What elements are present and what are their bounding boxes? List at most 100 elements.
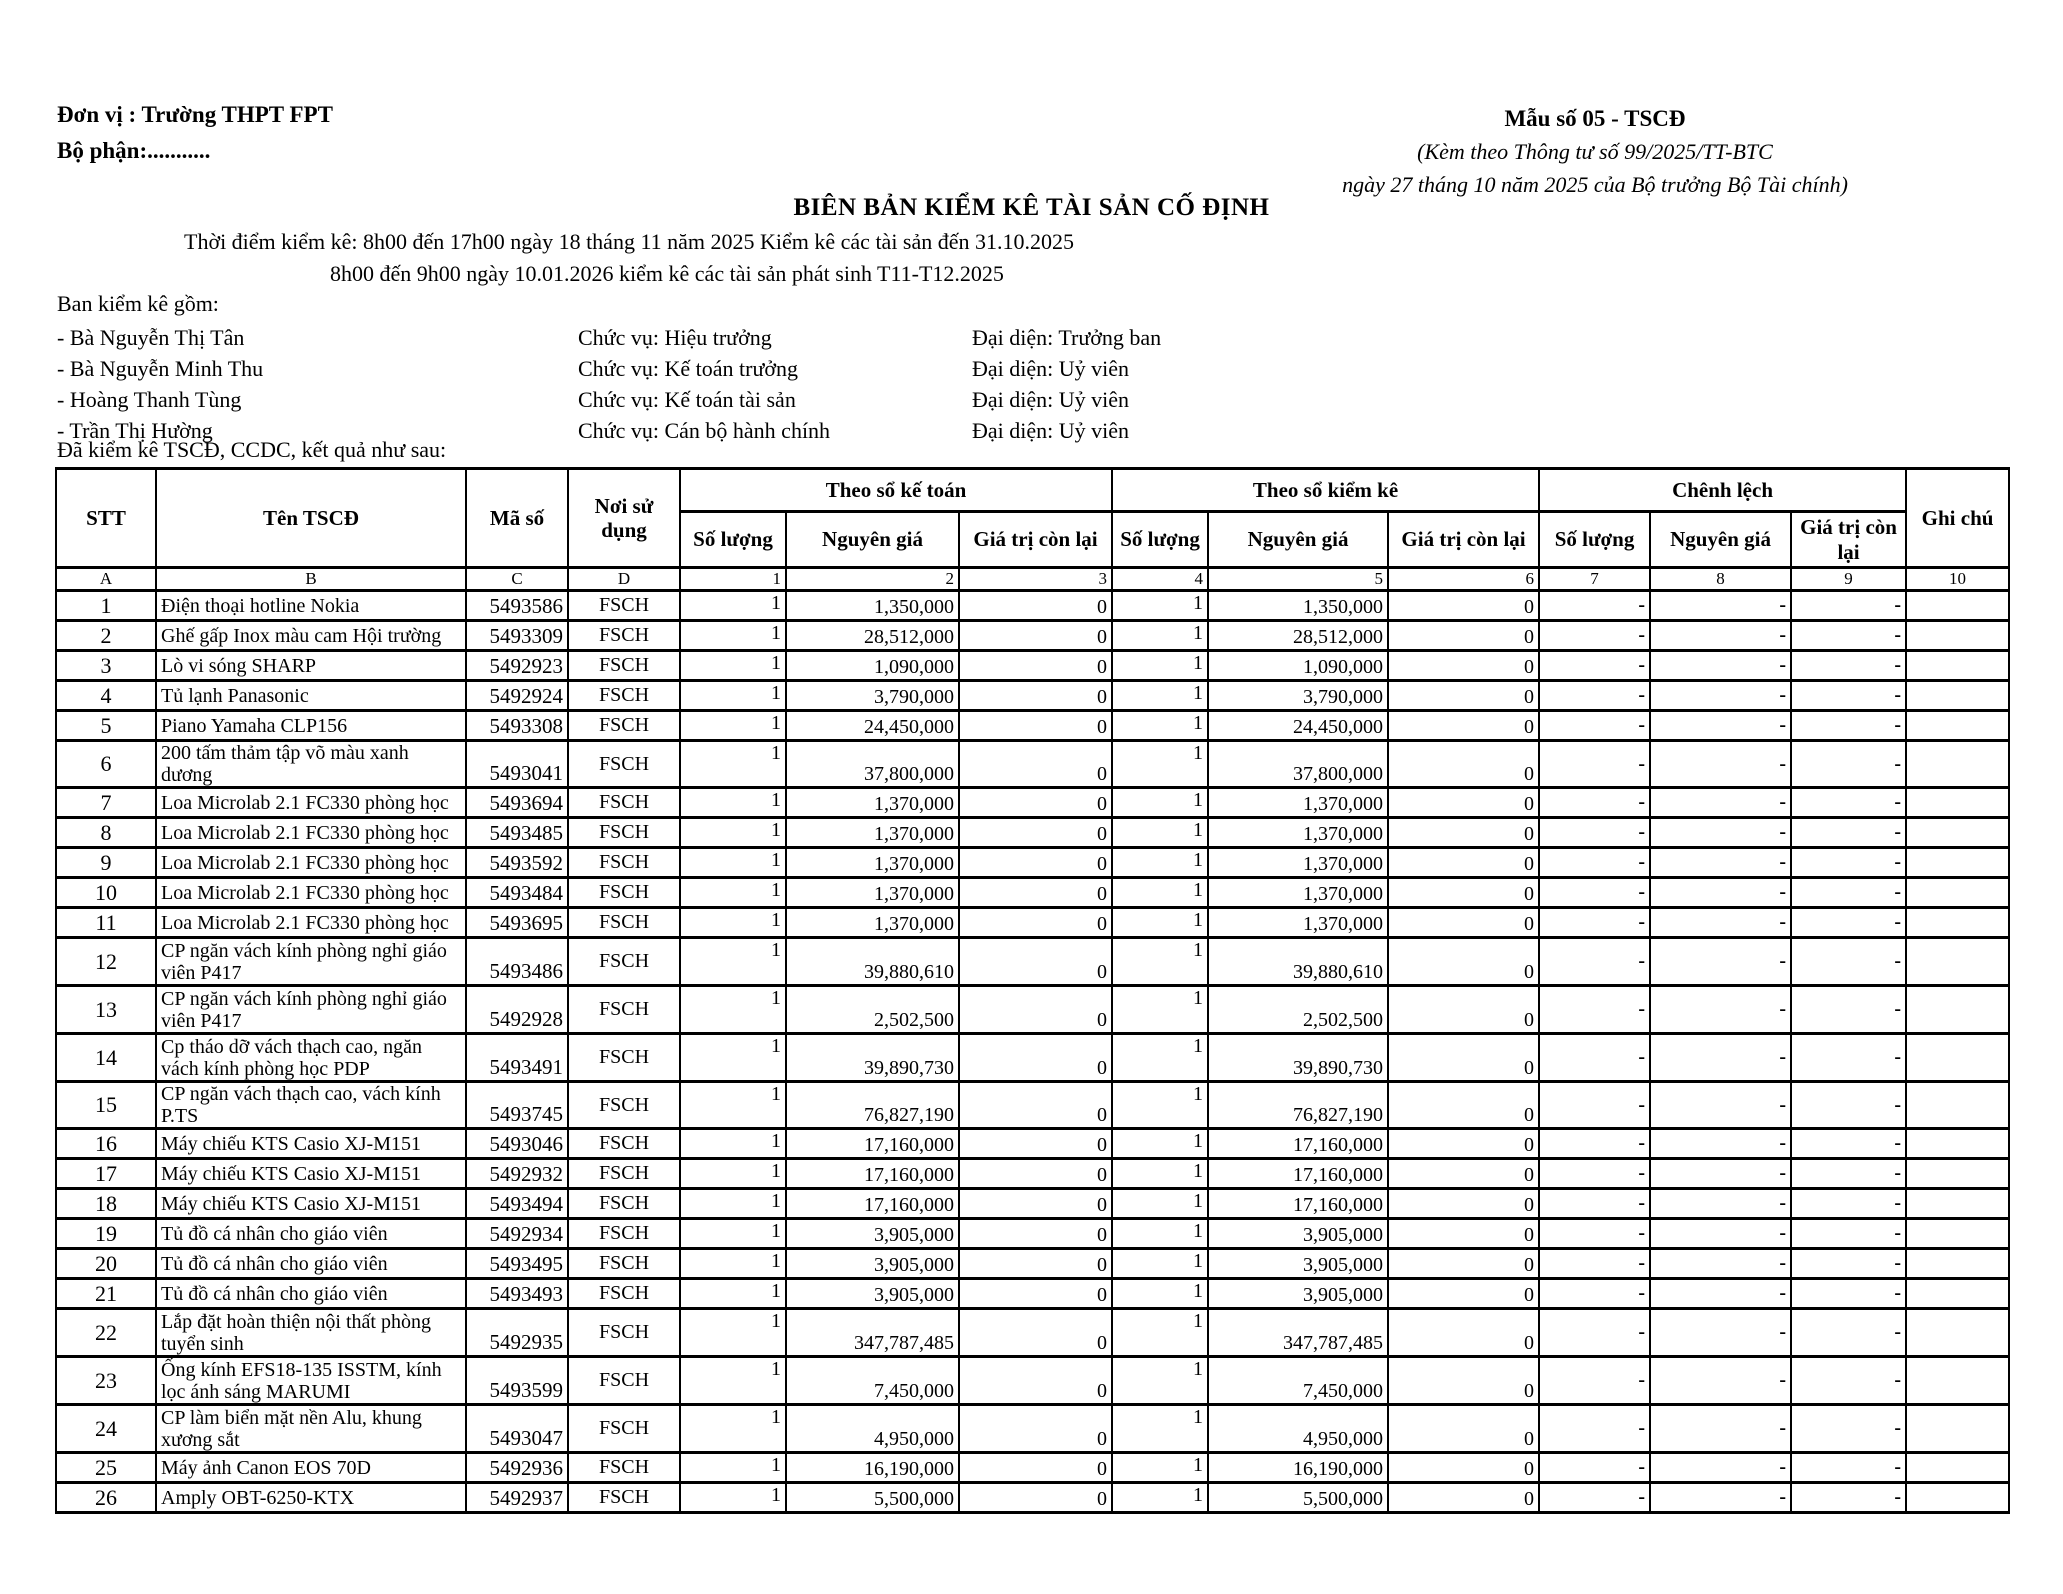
cell-diff-qty: -: [1538, 936, 1652, 987]
cell-acc-residual: 0: [957, 936, 1114, 987]
cell-inv-qty: 1: [1111, 1080, 1210, 1130]
cell-inv-cost: 76,827,190: [1207, 1080, 1390, 1130]
cell-code: 5492924: [465, 679, 569, 712]
cell-diff-cost: -: [1649, 1217, 1793, 1250]
cell-inv-qty: 1: [1111, 786, 1210, 819]
cell-stt: 4: [55, 679, 157, 712]
inventory-time-line2: 8h00 đến 9h00 ngày 10.01.2026 kiểm kê cá…: [330, 261, 1004, 286]
cell-inv-cost: 16,190,000: [1207, 1451, 1390, 1484]
table-row: 18 Máy chiếu KTS Casio XJ-M151 5493494 FSCH…: [55, 1187, 2011, 1220]
cell-inv-qty: 1: [1111, 936, 1210, 987]
cell-acc-qty: 1: [679, 679, 787, 712]
header-diff-cost: Nguyên giá: [1649, 510, 1793, 569]
member-position: Chức vụ: Kế toán trưởng: [578, 355, 798, 381]
table-row: 24 CP làm biển mặt nền Alu, khung xương s…: [55, 1403, 2011, 1454]
cell-diff-cost: -: [1649, 739, 1793, 789]
cell-note: [1905, 619, 2011, 652]
table-row: 6 200 tấm thảm tập võ màu xanh dương 54930…: [55, 739, 2011, 789]
cell-diff-cost: -: [1649, 1481, 1793, 1514]
cell-acc-residual: 0: [957, 1127, 1114, 1160]
cell-location: FSCH: [567, 649, 681, 682]
cell-diff-qty: -: [1538, 1157, 1652, 1190]
cell-acc-residual: 0: [957, 709, 1114, 742]
cell-name: Điện thoại hotline Nokia: [155, 589, 467, 622]
cell-note: [1905, 906, 2011, 939]
cell-diff-qty: -: [1538, 709, 1652, 742]
inventory-time-line1: Thời điểm kiểm kê: 8h00 đến 17h00 ngày 1…: [184, 229, 1075, 254]
cell-acc-cost: 17,160,000: [785, 1187, 960, 1220]
cell-diff-cost: -: [1649, 1032, 1793, 1083]
header-inv-cost: Nguyên giá: [1207, 510, 1390, 569]
cell-diff-residual: -: [1790, 1032, 1908, 1083]
cell-name: Máy chiếu KTS Casio XJ-M151: [155, 1127, 467, 1160]
form-circular-line1: (Kèm theo Thông tư số 99/2025/TT-BTC: [1417, 139, 1773, 164]
cell-code: 5493046: [465, 1127, 569, 1160]
committee-intro: Ban kiểm kê gồm:: [57, 291, 219, 316]
cell-diff-qty: -: [1538, 1247, 1652, 1280]
cell-note: [1905, 589, 2011, 622]
cell-diff-qty: -: [1538, 1187, 1652, 1220]
cell-inv-qty: 1: [1111, 679, 1210, 712]
page-title: BIÊN BẢN KIỂM KÊ TÀI SẢN CỐ ĐỊNH: [793, 194, 1270, 221]
cell-diff-qty: -: [1538, 906, 1652, 939]
cell-acc-residual: 0: [957, 1080, 1114, 1130]
table-row: 1 Điện thoại hotline Nokia 5493586 FSCH 1 1,3…: [55, 589, 2011, 622]
cell-inv-cost: 2,502,500: [1207, 984, 1390, 1035]
header-location: Nơi sử dụng: [567, 467, 681, 569]
letter-cell: 8: [1649, 566, 1793, 592]
cell-diff-qty: -: [1538, 846, 1652, 879]
cell-acc-residual: 0: [957, 589, 1114, 622]
cell-stt: 13: [55, 984, 157, 1035]
letter-cell: 6: [1387, 566, 1541, 592]
cell-location: FSCH: [567, 1481, 681, 1514]
department-label: Bộ phận:...........: [57, 138, 211, 163]
cell-inv-cost: 3,905,000: [1207, 1277, 1390, 1310]
cell-diff-qty: -: [1538, 1127, 1652, 1160]
cell-inv-residual: 0: [1387, 1247, 1541, 1280]
cell-diff-cost: -: [1649, 1451, 1793, 1484]
letter-cell: 5: [1207, 566, 1390, 592]
cell-inv-qty: 1: [1111, 816, 1210, 849]
letter-cell: 10: [1905, 566, 2011, 592]
cell-inv-cost: 17,160,000: [1207, 1127, 1390, 1160]
cell-inv-residual: 0: [1387, 1403, 1541, 1454]
cell-stt: 19: [55, 1217, 157, 1250]
cell-acc-cost: 76,827,190: [785, 1080, 960, 1130]
cell-stt: 23: [55, 1355, 157, 1406]
letter-cell: B: [155, 566, 467, 592]
asset-table-body: 1 Điện thoại hotline Nokia 5493586 FSCH 1 1,3…: [55, 589, 2011, 1514]
cell-note: [1905, 1157, 2011, 1190]
cell-name: Tủ đồ cá nhân cho giáo viên: [155, 1247, 467, 1280]
cell-stt: 17: [55, 1157, 157, 1190]
table-row: 9 Loa Microlab 2.1 FC330 phòng học 5493592…: [55, 846, 2011, 879]
cell-diff-residual: -: [1790, 1187, 1908, 1220]
member-name: - Hoàng Thanh Tùng: [57, 386, 242, 412]
letter-cell: 3: [957, 566, 1114, 592]
cell-code: 5493308: [465, 709, 569, 742]
cell-inv-qty: 1: [1111, 1127, 1210, 1160]
cell-stt: 26: [55, 1481, 157, 1514]
cell-acc-qty: 1: [679, 589, 787, 622]
cell-acc-qty: 1: [679, 1032, 787, 1083]
cell-note: [1905, 786, 2011, 819]
table-row: 2 Ghế gấp Inox màu cam Hội trường 5493309 F…: [55, 619, 2011, 652]
table-row: 5 Piano Yamaha CLP156 5493308 FSCH 1 24,450,0…: [55, 709, 2011, 742]
cell-stt: 24: [55, 1403, 157, 1454]
cell-acc-cost: 28,512,000: [785, 619, 960, 652]
cell-acc-residual: 0: [957, 1307, 1114, 1358]
cell-inv-cost: 347,787,485: [1207, 1307, 1390, 1358]
member-position: Chức vụ: Cán bộ hành chính: [578, 417, 831, 443]
header-stt: STT: [55, 467, 157, 569]
cell-inv-residual: 0: [1387, 1451, 1541, 1484]
cell-name: Máy chiếu KTS Casio XJ-M151: [155, 1157, 467, 1190]
cell-acc-residual: 0: [957, 1247, 1114, 1280]
cell-diff-qty: -: [1538, 589, 1652, 622]
cell-inv-qty: 1: [1111, 739, 1210, 789]
cell-diff-cost: -: [1649, 1277, 1793, 1310]
cell-stt: 21: [55, 1277, 157, 1310]
cell-inv-qty: 1: [1111, 1355, 1210, 1406]
cell-acc-qty: 1: [679, 984, 787, 1035]
cell-inv-qty: 1: [1111, 1157, 1210, 1190]
cell-code: 5493047: [465, 1403, 569, 1454]
cell-note: [1905, 846, 2011, 879]
